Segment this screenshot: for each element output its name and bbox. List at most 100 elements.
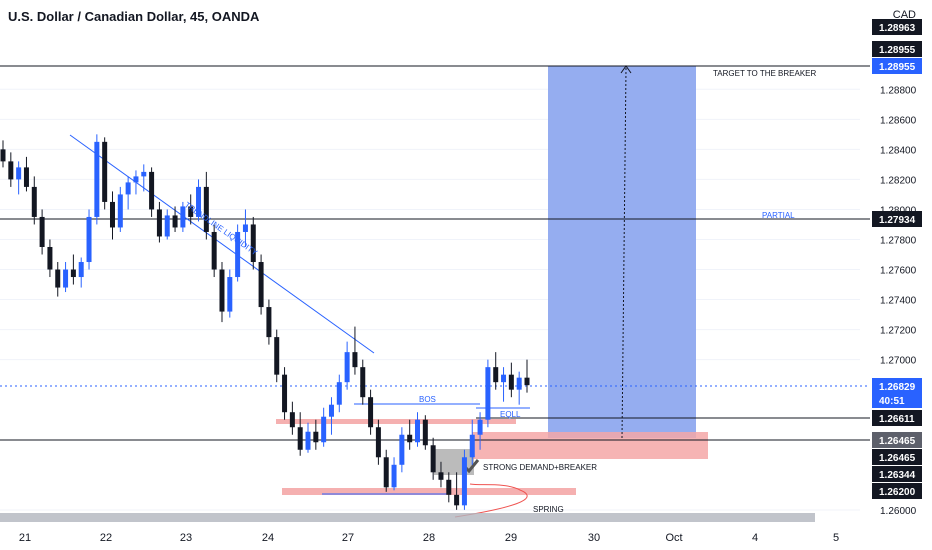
- breaker-band-bottom: [282, 488, 576, 495]
- candle-body: [438, 472, 444, 480]
- y-tick-label: 1.28400: [880, 145, 917, 156]
- candle-body: [0, 149, 6, 162]
- y-tick-label: 1.27200: [880, 326, 917, 337]
- target-annotation: TARGET TO THE BREAKER: [713, 69, 817, 78]
- candle-body: [313, 431, 319, 443]
- candle-body: [305, 431, 311, 450]
- price-tag: [872, 410, 922, 426]
- stop-zone: [472, 432, 708, 459]
- candle-body: [219, 269, 225, 312]
- candle-body: [55, 269, 61, 288]
- price-tag-label: 1.26829: [879, 382, 916, 393]
- price-tag: [872, 483, 922, 499]
- candle-body: [446, 479, 452, 495]
- candle-body: [297, 427, 303, 450]
- candle-body: [141, 171, 147, 177]
- price-tag-label: 1.27934: [879, 215, 916, 226]
- candle-body: [469, 434, 475, 458]
- spring-curve: [454, 483, 528, 518]
- candle-body: [508, 374, 514, 390]
- candle-body: [352, 352, 358, 368]
- candle-body: [282, 374, 288, 413]
- candle-body: [368, 397, 374, 428]
- candle-body: [344, 352, 350, 383]
- candle-body: [430, 445, 436, 473]
- price-tag: [872, 449, 922, 465]
- chart-title: U.S. Dollar / Canadian Dollar, 45, OANDA: [8, 9, 260, 24]
- candle-body: [407, 434, 413, 443]
- x-tick-label: 4: [752, 532, 758, 544]
- candle-body: [289, 412, 295, 428]
- candle-body: [399, 434, 405, 465]
- y-tick-label: 1.28000: [880, 205, 917, 216]
- y-tick-label: 1.28800: [880, 85, 917, 96]
- candle-body: [422, 419, 428, 446]
- demand-annotation: STRONG DEMAND+BREAKER: [483, 463, 597, 472]
- time-axis-band: [0, 513, 815, 522]
- projection-arrowhead: [620, 65, 632, 74]
- chart-grid: [0, 88, 860, 511]
- candle-body: [78, 262, 84, 278]
- y-tick-label: 1.27400: [880, 296, 917, 307]
- price-tag-label: 1.26611: [879, 414, 915, 425]
- candle-body: [516, 377, 522, 390]
- currency-label: CAD: [892, 9, 916, 21]
- x-tick-label: 28: [423, 532, 435, 544]
- price-tag: [872, 58, 922, 74]
- candle-body: [321, 416, 327, 443]
- price-tag-label: 1.28955: [879, 62, 916, 73]
- eql-annotation: EQLL: [500, 410, 521, 419]
- spring-annotation: SPRING: [533, 505, 564, 514]
- candle-body: [250, 224, 256, 263]
- price-tag: [872, 378, 922, 394]
- candle-body: [203, 186, 209, 232]
- candle-body: [454, 494, 460, 506]
- candle-body: [485, 367, 491, 420]
- projection-line: [621, 67, 627, 439]
- candle-body: [94, 141, 100, 217]
- price-tag: [872, 432, 922, 448]
- candle-body: [86, 216, 92, 263]
- candle-body: [164, 215, 170, 237]
- candle-body: [23, 167, 29, 187]
- x-tick-label: 27: [342, 532, 354, 544]
- y-tick-label: 1.26000: [880, 506, 917, 517]
- candle-body: [133, 176, 139, 183]
- price-axis[interactable]: 1.28800 1.28600 1.28400 1.28200 1.28000 1.278…: [880, 85, 917, 517]
- price-tag: [872, 19, 922, 35]
- time-axis[interactable]: 21 22 23 24 27 28 29 30 Oct 4 5: [19, 532, 839, 544]
- candle-body: [461, 457, 467, 506]
- price-tag-label: 40:51: [879, 396, 905, 407]
- y-tick-label: 1.27600: [880, 266, 917, 277]
- bos-annotation: BOS: [419, 395, 436, 404]
- price-tag-label: 1.26465: [879, 436, 916, 447]
- candle-body: [266, 307, 272, 338]
- price-tag: [872, 41, 922, 57]
- candle-body: [524, 377, 530, 386]
- candle-body: [196, 186, 202, 217]
- candle-body: [391, 464, 397, 488]
- candle-body: [109, 201, 115, 228]
- candle-body: [117, 194, 123, 228]
- y-tick-label: 1.27000: [880, 356, 917, 367]
- candle-body: [493, 367, 499, 383]
- candle-body: [70, 269, 76, 278]
- candle-body: [63, 269, 69, 288]
- candle-body: [172, 215, 178, 228]
- y-tick-label: 1.27800: [880, 235, 917, 246]
- price-tag-label: 1.26465: [879, 453, 916, 464]
- price-tag: [872, 211, 922, 227]
- candle-body: [211, 231, 217, 270]
- price-tags: 1.28963 1.28955 1.28955 1.27934 1.26829 40:51…: [872, 19, 922, 499]
- candle-body: [328, 404, 334, 417]
- candles-group: [0, 134, 530, 510]
- candle-body: [235, 231, 241, 278]
- target-zone: [548, 66, 696, 438]
- x-tick-label: 5: [833, 532, 839, 544]
- candle-body: [242, 224, 248, 232]
- candle-body: [274, 337, 280, 375]
- candle-body: [102, 141, 108, 202]
- y-tick-label: 1.28600: [880, 115, 917, 126]
- candle-body: [258, 262, 264, 308]
